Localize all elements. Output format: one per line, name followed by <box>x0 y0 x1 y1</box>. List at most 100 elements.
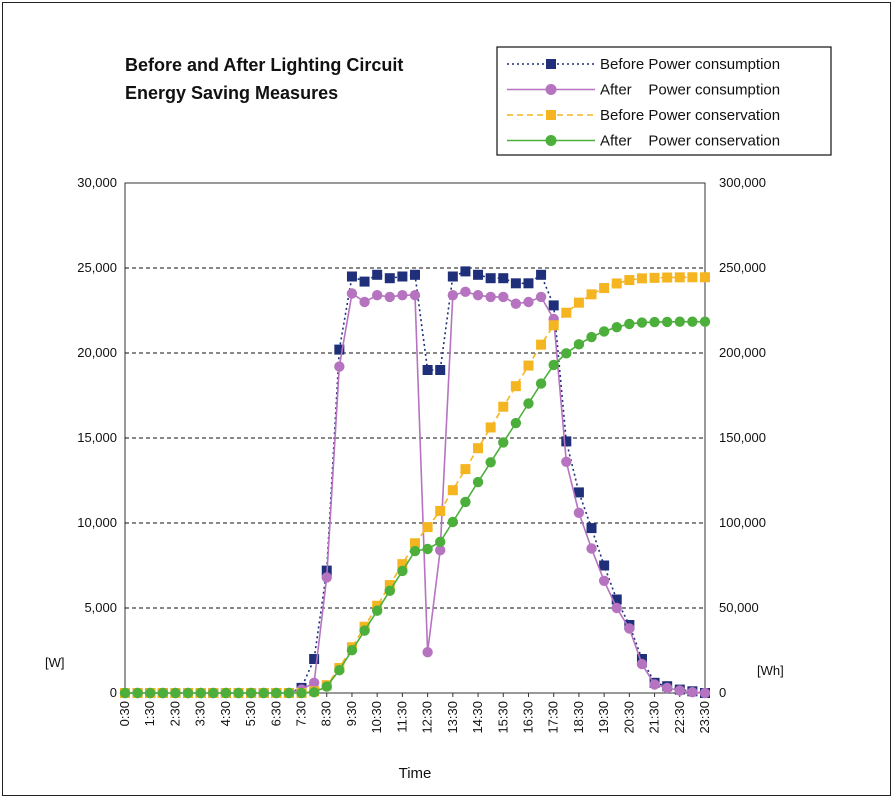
data-point <box>700 272 710 283</box>
data-point <box>485 273 496 284</box>
data-point <box>410 269 420 280</box>
data-point <box>182 687 194 699</box>
data-point <box>598 326 610 337</box>
y-right-tick-label: 50,000 <box>719 600 759 615</box>
data-point <box>473 443 484 454</box>
data-point <box>460 286 471 297</box>
legend-label: After Power consumption <box>600 82 780 99</box>
data-point <box>384 580 395 591</box>
gridlines <box>125 267 705 609</box>
legend-marker <box>545 135 557 146</box>
data-point <box>346 288 358 299</box>
x-tick-label: 6:30 <box>268 701 283 726</box>
data-point <box>346 271 357 282</box>
data-point <box>410 538 420 549</box>
data-point <box>409 545 421 557</box>
data-point <box>523 278 534 289</box>
y-left-tick-label: 15,000 <box>77 430 117 445</box>
x-tick-label: 14:30 <box>470 701 485 734</box>
data-point <box>535 378 547 389</box>
chart-title-line-1: Before and After Lighting Circuit <box>125 55 403 75</box>
data-point <box>435 536 446 548</box>
legend-label: After Power conservation <box>600 133 780 150</box>
data-point <box>397 290 408 301</box>
data-point <box>258 687 269 699</box>
legend-item: After Power consumption <box>507 82 780 99</box>
x-tick-label: 12:30 <box>420 701 435 734</box>
data-point <box>573 297 584 308</box>
data-point <box>460 464 471 475</box>
legend-item: Before Power consumption <box>507 56 780 73</box>
data-point <box>624 275 635 286</box>
x-tick-label: 1:30 <box>142 701 157 726</box>
data-point <box>661 682 673 694</box>
y-right-unit-label: [Wh] <box>757 663 784 678</box>
x-tick-label: 3:30 <box>193 701 208 726</box>
data-point <box>649 272 660 283</box>
x-tick-label: 23:30 <box>697 701 712 734</box>
data-point <box>523 360 534 371</box>
data-point <box>523 398 534 409</box>
data-point <box>220 687 232 699</box>
x-tick-label: 0:30 <box>117 701 132 726</box>
data-point <box>510 278 521 289</box>
data-point <box>397 271 408 282</box>
data-point <box>447 516 459 528</box>
data-point <box>473 269 484 280</box>
data-point <box>573 487 584 498</box>
data-point <box>636 658 648 670</box>
data-point <box>271 687 282 699</box>
chart-svg: Before and After Lighting Circuit Energy… <box>45 46 832 782</box>
data-point <box>586 543 597 554</box>
data-point <box>296 687 307 699</box>
data-point <box>409 290 421 301</box>
axes: 0 5,000 10,000 15,000 20,000 25,000 30,000 0 50,… <box>77 175 766 734</box>
x-tick-label: 4:30 <box>218 701 233 726</box>
data-point <box>687 686 698 698</box>
x-tick-label: 2:30 <box>167 701 182 726</box>
data-point <box>498 273 509 284</box>
data-point <box>661 316 673 328</box>
data-point <box>145 687 156 699</box>
data-point <box>334 361 345 372</box>
data-point <box>195 687 206 699</box>
data-point <box>687 272 698 283</box>
x-tick-label: 19:30 <box>596 701 611 734</box>
data-point <box>321 681 332 692</box>
data-point <box>283 687 295 699</box>
x-tick-label: 11:30 <box>394 701 409 733</box>
data-point <box>498 401 509 412</box>
y-right-tick-label: 100,000 <box>719 515 766 530</box>
data-point <box>397 565 408 577</box>
x-tick-label: 8:30 <box>319 701 334 726</box>
y-left-tick-label: 25,000 <box>77 260 117 275</box>
y-right-tick-label: 250,000 <box>719 260 766 275</box>
x-tick-label: 18:30 <box>571 701 586 734</box>
data-point <box>132 687 143 699</box>
data-point <box>397 559 408 570</box>
data-point <box>384 291 395 303</box>
data-point <box>435 545 446 556</box>
data-point <box>535 291 547 303</box>
data-point <box>599 560 610 571</box>
legend-label: Before Power conservation <box>600 107 780 124</box>
data-point <box>598 575 610 586</box>
legend-marker <box>545 84 557 95</box>
data-point <box>586 289 597 300</box>
data-point <box>611 278 622 289</box>
y-left-tick-label: 30,000 <box>77 175 117 190</box>
data-point <box>662 272 673 283</box>
data-point <box>447 485 458 496</box>
data-point <box>372 269 383 280</box>
data-point <box>384 585 395 597</box>
series-layer <box>119 266 711 699</box>
data-point <box>157 687 169 699</box>
data-point <box>498 291 509 303</box>
data-point <box>460 266 471 277</box>
data-point <box>233 687 244 699</box>
data-point <box>699 687 711 699</box>
data-point <box>472 290 484 301</box>
legend-marker <box>546 59 556 69</box>
y-right-tick-label: 200,000 <box>719 345 766 360</box>
legend-item: Before Power conservation <box>507 107 780 124</box>
